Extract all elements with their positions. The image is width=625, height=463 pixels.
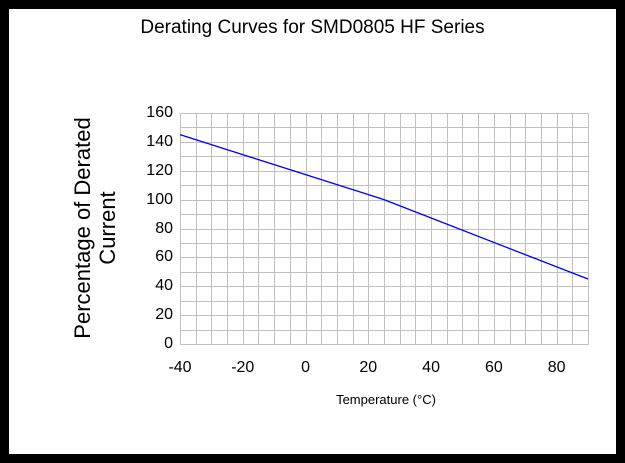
x-tick-label: -40: [168, 359, 192, 376]
y-tick-label: 0: [164, 335, 173, 352]
y-tick-label: 160: [146, 104, 173, 121]
x-tick-label: 60: [484, 359, 503, 376]
y-axis-title: Percentage of Derated Current: [70, 117, 120, 339]
y-tick-label: 60: [155, 248, 173, 266]
x-tick-label: 20: [359, 359, 378, 376]
x-tick-label: -20: [231, 359, 255, 376]
chart-canvas: [9, 9, 616, 454]
y-tick-label: 140: [146, 132, 173, 150]
x-tick-label: 80: [547, 359, 566, 376]
x-tick-label: 40: [422, 359, 440, 376]
y-tick-label: 80: [155, 219, 173, 237]
y-tick-label: 20: [155, 306, 173, 324]
series-line: [179, 134, 589, 280]
x-tick-label: 0: [301, 359, 310, 376]
y-tick-label: 40: [155, 277, 173, 295]
y-tick-label: 120: [146, 161, 173, 179]
x-axis-title: Temperature (°C): [336, 392, 436, 407]
chart-title: Derating Curves for SMD0805 HF Series: [140, 17, 485, 38]
y-tick-label: 100: [146, 190, 173, 208]
